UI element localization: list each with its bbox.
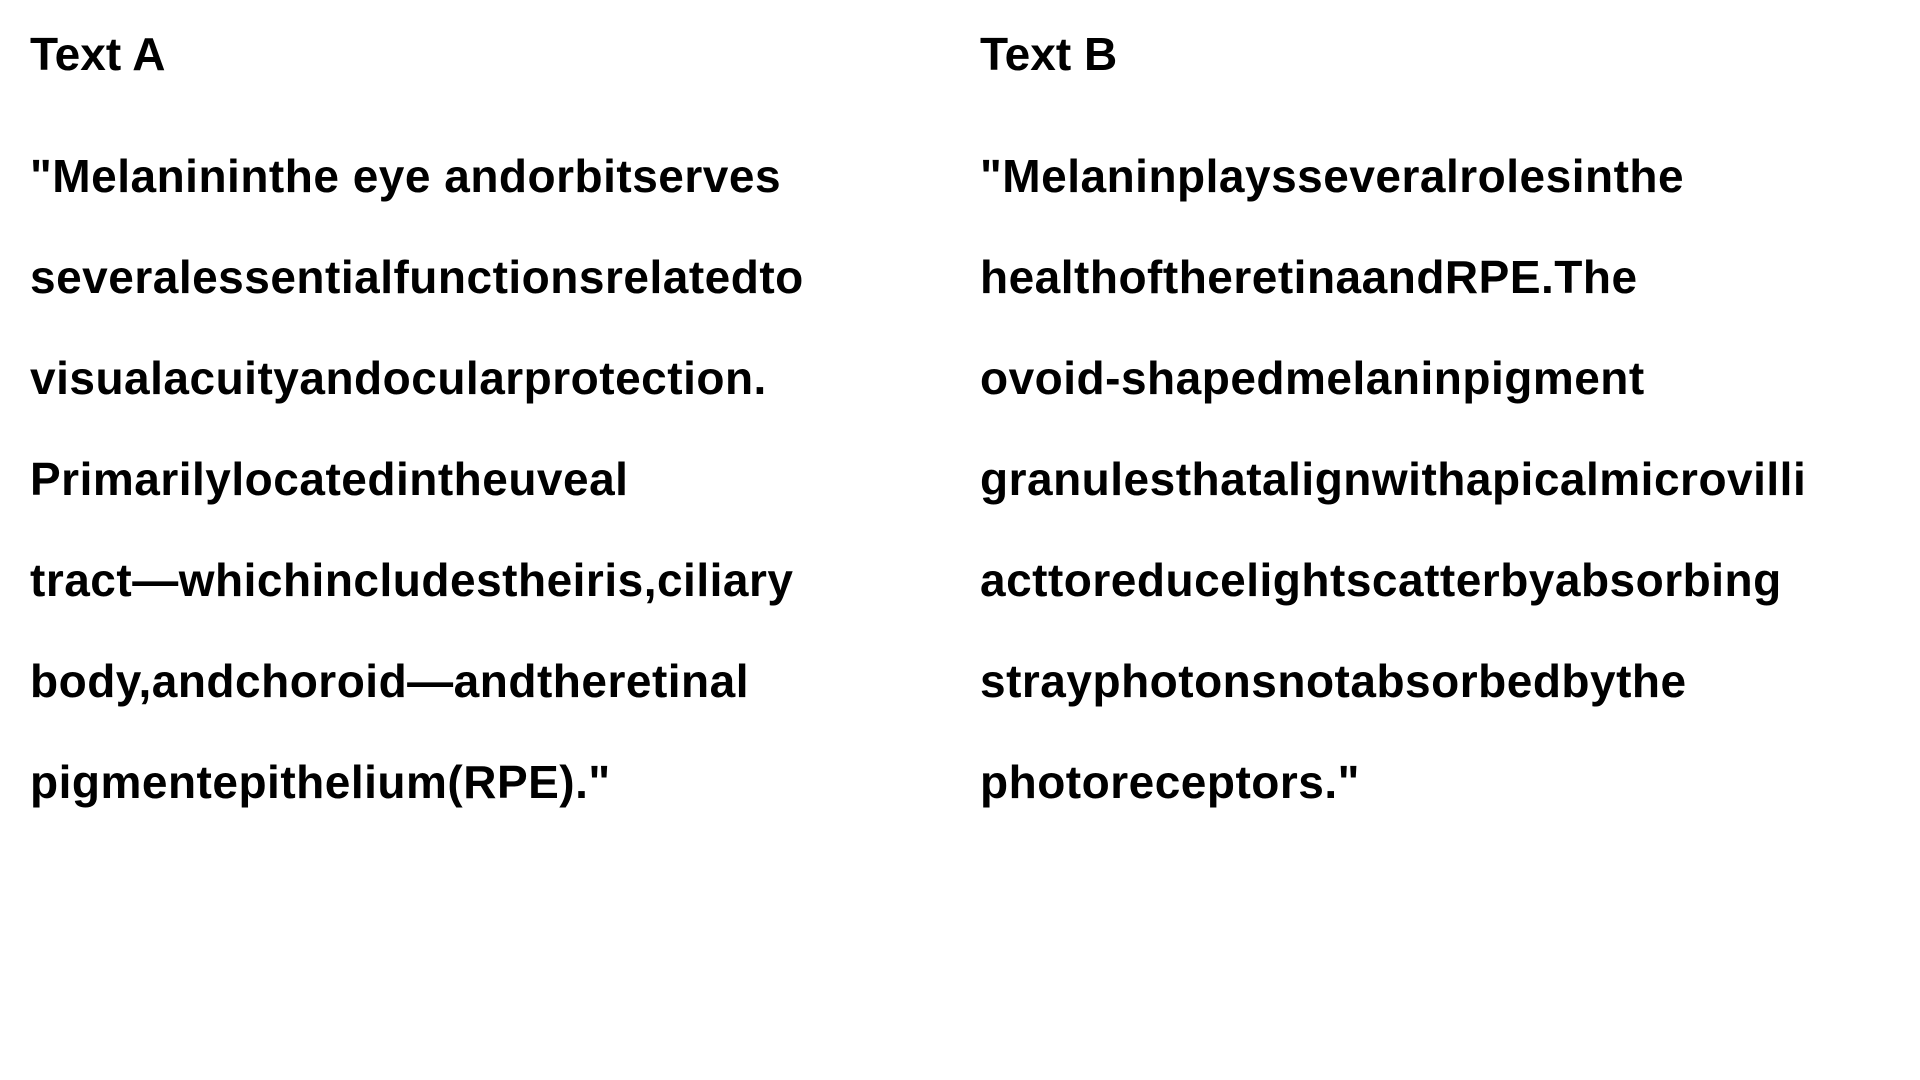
text-a-line: severalessentialfunctionsrelatedto (30, 251, 804, 303)
text-a-line: Primarilylocatedintheuveal (30, 453, 629, 505)
text-a-line: body,andchoroid—andtheretinal (30, 655, 750, 707)
text-a-body: "Melanininthe eye andorbitserves several… (30, 126, 930, 833)
text-b-line: "Melaninplaysseveralrolesinthe (980, 150, 1685, 202)
text-b-line: healthoftheretinaandRPE.The (980, 251, 1638, 303)
text-b-heading: Text B (980, 28, 1118, 80)
text-a-line: visualacuityandocularprotection. (30, 352, 767, 404)
text-a-line: pigmentepithelium(RPE)." (30, 756, 611, 808)
text-b-line: granulesthatalignwithapicalmicrovilli (980, 453, 1807, 505)
text-a-heading: Text A (30, 28, 166, 80)
text-b-body: "Melaninplaysseveralrolesinthe healthoft… (980, 126, 1910, 833)
text-a-line: "Melanininthe eye andorbitserves (30, 150, 782, 202)
text-a-line: tract—whichincludestheiris,ciliary (30, 554, 794, 606)
text-a-column: Text A "Melanininthe eye andorbitserves … (30, 0, 930, 833)
text-b-line: acttoreducelightscatterbyabsorbing (980, 554, 1782, 606)
text-b-line: strayphotonsnotabsorbedbythe (980, 655, 1687, 707)
text-b-line: photoreceptors." (980, 756, 1360, 808)
text-b-line: ovoid-shapedmelaninpigment (980, 352, 1645, 404)
text-b-column: Text B "Melaninplaysseveralrolesinthe he… (980, 0, 1910, 833)
